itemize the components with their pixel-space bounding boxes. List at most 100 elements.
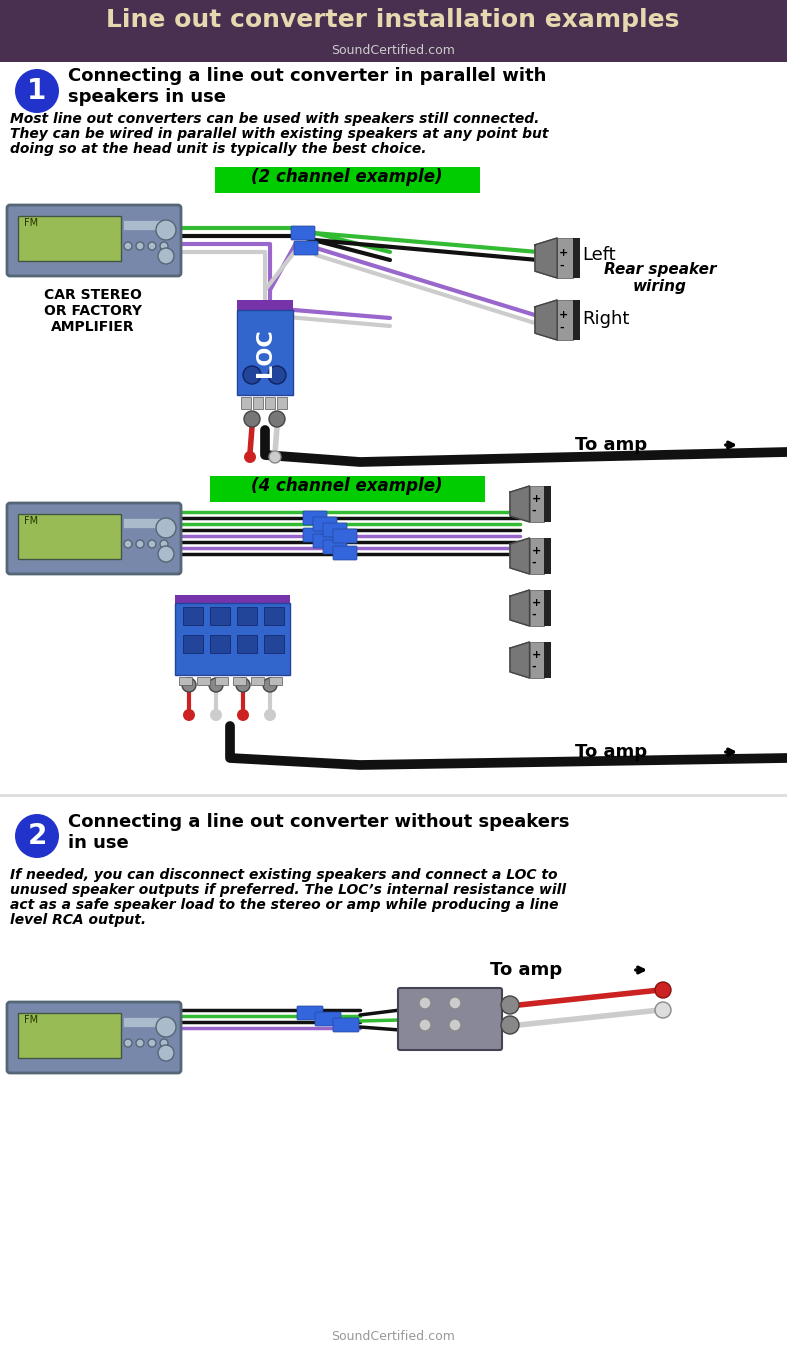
Bar	[264, 635, 284, 653]
Bar	[123, 1018, 171, 1027]
Text: +: +	[531, 650, 541, 661]
Bar	[179, 677, 192, 685]
Bar	[253, 397, 263, 409]
Text: SoundCertified.com: SoundCertified.com	[331, 1330, 455, 1343]
Circle shape	[183, 709, 195, 721]
Text: Line out converter installation examples: Line out converter installation examples	[106, 8, 680, 32]
Circle shape	[264, 709, 276, 721]
Circle shape	[156, 518, 176, 538]
Bar	[544, 486, 551, 522]
Bar	[530, 590, 544, 626]
Circle shape	[148, 242, 156, 250]
Bar	[237, 635, 257, 653]
Bar	[237, 300, 293, 310]
Circle shape	[136, 242, 144, 250]
Circle shape	[158, 248, 174, 264]
Circle shape	[124, 1039, 132, 1047]
Circle shape	[269, 451, 281, 463]
Text: -: -	[559, 261, 563, 271]
Bar	[215, 167, 480, 192]
Polygon shape	[510, 486, 530, 522]
Bar	[573, 300, 580, 341]
Text: (4 channel example): (4 channel example)	[251, 476, 443, 495]
Bar	[530, 642, 544, 678]
Text: +: +	[559, 310, 568, 320]
Circle shape	[449, 1019, 461, 1031]
Circle shape	[182, 678, 196, 692]
Circle shape	[419, 997, 431, 1010]
Bar	[18, 1014, 121, 1058]
FancyBboxPatch shape	[297, 1005, 323, 1020]
Bar	[175, 595, 290, 603]
Text: level RCA output.: level RCA output.	[10, 913, 146, 927]
FancyBboxPatch shape	[7, 1001, 181, 1073]
Bar	[251, 677, 264, 685]
Circle shape	[236, 678, 250, 692]
Circle shape	[160, 242, 168, 250]
Bar	[210, 607, 230, 625]
Bar	[123, 219, 171, 230]
Bar	[241, 397, 251, 409]
Text: +: +	[531, 494, 541, 505]
Bar	[237, 607, 257, 625]
Text: -: -	[531, 506, 536, 517]
Bar	[557, 300, 573, 341]
Bar	[544, 538, 551, 573]
Text: (2 channel example): (2 channel example)	[251, 168, 443, 186]
Circle shape	[148, 540, 156, 548]
Bar	[264, 607, 284, 625]
FancyBboxPatch shape	[323, 524, 347, 537]
Text: Most line out converters can be used with speakers still connected.: Most line out converters can be used wit…	[10, 112, 539, 127]
Text: Connecting a line out converter without speakers
in use: Connecting a line out converter without …	[68, 813, 570, 852]
FancyBboxPatch shape	[303, 528, 327, 542]
FancyBboxPatch shape	[333, 1018, 359, 1032]
Circle shape	[655, 1001, 671, 1018]
Circle shape	[449, 997, 461, 1010]
Bar	[530, 538, 544, 573]
Circle shape	[160, 540, 168, 548]
Circle shape	[156, 219, 176, 240]
Circle shape	[237, 709, 249, 721]
Polygon shape	[510, 590, 530, 626]
Text: 1: 1	[28, 77, 46, 105]
FancyBboxPatch shape	[323, 540, 347, 555]
Circle shape	[158, 1044, 174, 1061]
Circle shape	[15, 69, 59, 113]
Bar	[265, 397, 275, 409]
FancyBboxPatch shape	[315, 1012, 341, 1026]
Text: SoundCertified.com: SoundCertified.com	[331, 44, 455, 57]
Circle shape	[268, 366, 286, 384]
Text: Right: Right	[582, 310, 630, 328]
Text: FM: FM	[24, 218, 38, 227]
Polygon shape	[510, 642, 530, 678]
Text: Rear speaker
wiring: Rear speaker wiring	[604, 262, 716, 295]
Polygon shape	[510, 538, 530, 573]
Bar	[557, 238, 573, 279]
Text: -: -	[531, 559, 536, 568]
Bar	[530, 486, 544, 522]
Bar	[544, 590, 551, 626]
Circle shape	[501, 996, 519, 1014]
Circle shape	[243, 366, 261, 384]
Circle shape	[501, 1016, 519, 1034]
Bar	[269, 677, 282, 685]
FancyBboxPatch shape	[303, 511, 327, 525]
Circle shape	[136, 540, 144, 548]
Circle shape	[148, 1039, 156, 1047]
Text: To amp: To amp	[490, 961, 562, 979]
Text: doing so at the head unit is typically the best choice.: doing so at the head unit is typically t…	[10, 141, 427, 156]
Text: Left: Left	[582, 246, 615, 264]
Bar	[183, 607, 203, 625]
Circle shape	[244, 411, 260, 427]
Circle shape	[244, 451, 256, 463]
Text: LOC: LOC	[255, 328, 275, 377]
Text: act as a safe speaker load to the stereo or amp while producing a line: act as a safe speaker load to the stereo…	[10, 898, 559, 913]
Circle shape	[15, 814, 59, 857]
Text: CAR STEREO
OR FACTORY
AMPLIFIER: CAR STEREO OR FACTORY AMPLIFIER	[44, 288, 142, 334]
Bar	[123, 518, 171, 528]
FancyBboxPatch shape	[333, 529, 357, 542]
Circle shape	[269, 411, 285, 427]
Bar	[544, 642, 551, 678]
Bar	[233, 677, 246, 685]
Bar	[175, 603, 290, 674]
